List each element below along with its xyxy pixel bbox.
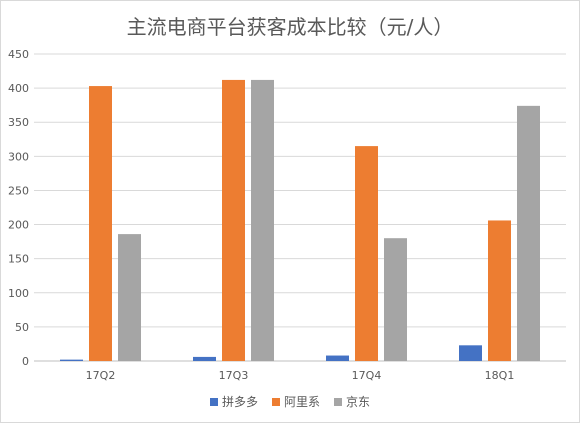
y-tick-label-150: 150 [8,253,29,266]
bar-17Q2-1 [89,86,112,361]
chart-title: 主流电商平台获客成本比较（元/人） [126,15,454,39]
y-tick-label-200: 200 [8,219,29,232]
legend-swatch-pinduoduo [209,397,218,406]
bar-17Q4-2 [384,238,407,361]
bar-18Q1-1 [488,220,511,361]
y-tick-label-50: 50 [15,321,29,334]
legend-label-pinduoduo: 拼多多 [221,395,258,409]
bar-18Q1-0 [459,345,482,361]
bar-17Q2-0 [60,359,83,361]
bar-17Q4-1 [355,146,378,361]
y-tick-label-250: 250 [8,184,29,197]
y-tick-label-100: 100 [8,287,29,300]
legend-item-jd: 京东 [334,393,370,410]
legend-swatch-jd [334,397,342,406]
y-tick-label-450: 450 [8,48,29,61]
bar-17Q3-1 [222,79,245,362]
y-tick-label-300: 300 [8,150,29,163]
bar-18Q1-2 [517,105,540,361]
legend-label-jd: 京东 [346,395,371,409]
bar-17Q4-0 [326,355,349,361]
x-tick-label-17Q3: 17Q3 [219,369,249,382]
x-tick-label-17Q4: 17Q4 [352,369,382,382]
x-tick-label-18Q1: 18Q1 [485,369,515,382]
y-tick-label-350: 350 [8,116,29,129]
legend-item-ali: 阿里系 [271,393,320,410]
x-tick-label-17Q2: 17Q2 [86,369,116,382]
y-tick-label-0: 0 [22,355,29,368]
y-tick-label-400: 400 [8,82,29,95]
legend: 拼多多 阿里系 京东 [1,393,579,410]
legend-item-pinduoduo: 拼多多 [209,393,258,410]
legend-swatch-ali [271,397,280,406]
bar-17Q3-2 [251,79,274,362]
bar-17Q3-0 [193,356,216,361]
bar-17Q2-2 [118,234,141,361]
legend-label-ali: 阿里系 [283,395,320,409]
